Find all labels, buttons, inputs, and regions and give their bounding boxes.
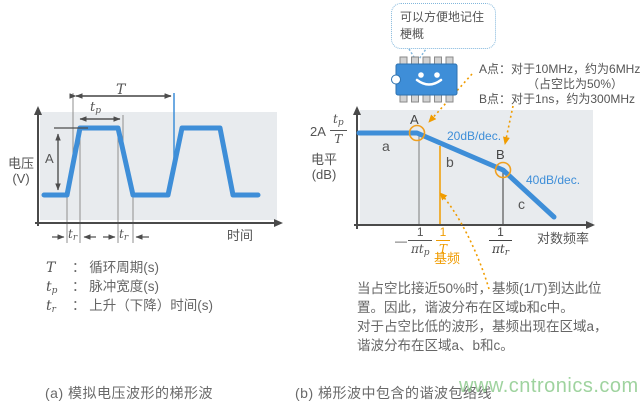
trapezoid-wave <box>41 125 261 198</box>
dim-label-tp: tp <box>90 100 101 116</box>
right-y-axis-label: 电平 (dB) <box>310 152 337 182</box>
dim-label-A: A <box>45 151 54 166</box>
caption-b: (b) 梯形波中包含的谐波包络线 <box>295 385 492 401</box>
slope-label-40db: 40dB/dec. <box>526 173 581 187</box>
leader-to-point-a <box>428 73 473 123</box>
breakpoint-circle-a <box>408 124 426 142</box>
point-label-B: B <box>496 147 505 162</box>
speech-bubble: 可以方便地记住梗概 <box>391 3 496 49</box>
bubble-tail <box>408 48 427 64</box>
legend-row-tr: tr ： 上升（下降）时间(s) <box>46 298 213 315</box>
chip-body <box>395 63 458 96</box>
dim-label-tr1: tr <box>68 227 78 243</box>
fundamental-label: 基频 <box>434 251 461 266</box>
right-plot <box>353 106 595 229</box>
duty-cycle-note: 当占空比接近50%时，基频(1/T)到达此位置。因此，谐波分布在区域b和c中。 … <box>357 281 608 353</box>
dim-label-tr2: tr <box>119 227 129 243</box>
chip-eye-right <box>434 72 440 78</box>
leader-lines <box>428 73 514 290</box>
chip-smile <box>415 78 443 86</box>
caption-a: (a) 模拟电压波形的梯形波 <box>45 385 213 401</box>
region-label-c: c <box>518 196 525 212</box>
tick-1-pi-tp: — 1 πtp <box>395 226 433 258</box>
note-point-b: B点：对于1ns，约为300MHz <box>479 92 636 106</box>
note-point-a-line2: （占空比为50%） <box>527 77 624 91</box>
chip-eye-left <box>418 72 424 78</box>
left-y-axis-label: 电压 (V) <box>7 156 34 186</box>
breakpoint-circle-b <box>494 161 512 179</box>
right-x-axis-label: 对数频率 <box>537 231 590 246</box>
point-label-A: A <box>410 112 419 127</box>
left-reference-lines <box>66 93 134 243</box>
slope-label-20db: 20dB/dec. <box>447 129 502 143</box>
region-label-b: b <box>446 154 454 170</box>
legend-row-tp: tp ： 脉冲宽度(s) <box>46 279 159 296</box>
chip-pins <box>399 56 454 103</box>
right-y-coef: 2A <box>310 124 326 139</box>
chip-notch <box>391 74 401 85</box>
left-plot <box>34 93 283 243</box>
harmonic-envelope-line <box>356 130 557 220</box>
tick-1-T: 1 T <box>436 226 451 255</box>
legend-row-T: T ： 循环周期(s) <box>46 260 159 276</box>
leader-to-point-b <box>503 105 514 145</box>
speech-bubble-text: 可以方便地记住梗概 <box>400 10 485 41</box>
note-point-a-line1: A点：对于10MHz，约为6MHz <box>479 62 640 76</box>
left-dimension-lines <box>52 93 172 240</box>
tick-1-pi-tr: 1 πtr <box>489 226 513 258</box>
left-legend: T ： 循环周期(s) tp ： 脉冲宽度(s) tr ： 上升（下降）时间(s… <box>46 259 213 316</box>
right-y-fraction: tp T <box>330 113 347 145</box>
right-plot-area <box>360 110 593 225</box>
region-label-a: a <box>382 138 390 154</box>
dim-label-T: T <box>116 82 126 98</box>
left-x-axis-label: 时间 <box>227 228 254 243</box>
chip-icon <box>391 56 458 103</box>
